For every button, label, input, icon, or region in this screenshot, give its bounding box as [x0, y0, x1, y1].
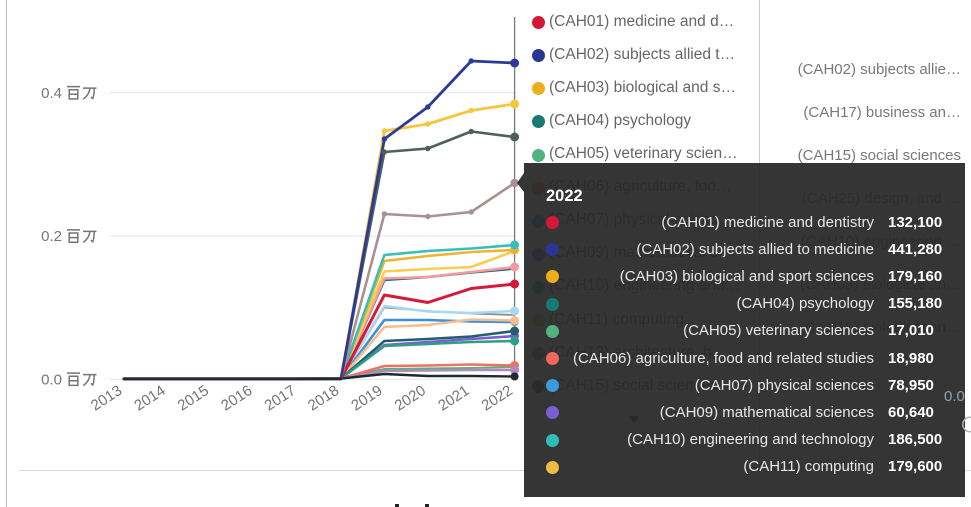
svg-text:2020: 2020 [392, 382, 429, 414]
svg-text:0.2: 0.2 [41, 228, 62, 245]
svg-text:2015: 2015 [175, 382, 212, 414]
svg-text:2016: 2016 [218, 382, 255, 414]
svg-text:0.0: 0.0 [41, 371, 62, 388]
svg-text:2021: 2021 [435, 382, 472, 414]
svg-text:2017: 2017 [262, 382, 299, 414]
svg-text:2014: 2014 [131, 382, 168, 414]
svg-text:2022: 2022 [479, 382, 516, 414]
svg-text:0.4: 0.4 [41, 85, 62, 102]
svg-text:2018: 2018 [305, 382, 342, 414]
svg-text:2013: 2013 [88, 382, 125, 414]
svg-text:2019: 2019 [348, 382, 385, 414]
